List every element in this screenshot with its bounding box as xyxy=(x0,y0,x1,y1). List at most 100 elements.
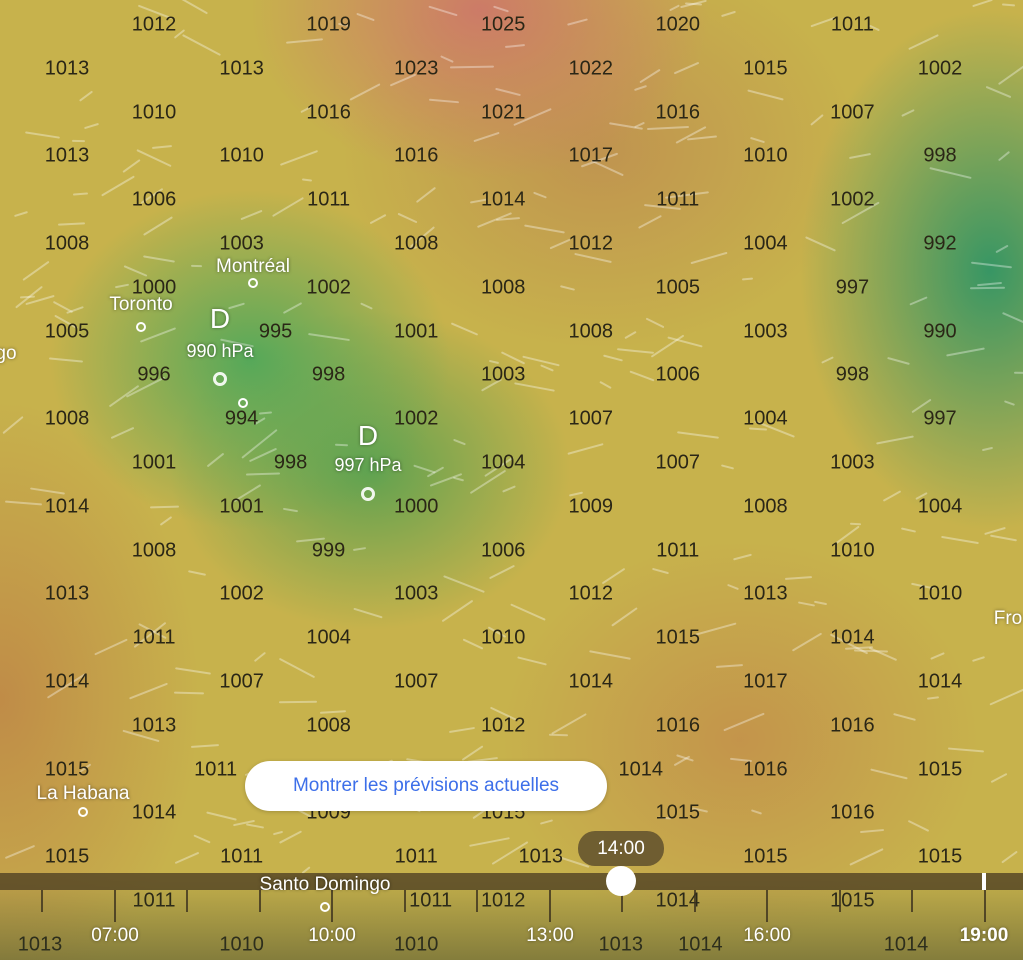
pressure-value: 1023 xyxy=(393,57,439,80)
timeline-slider-handle[interactable] xyxy=(606,866,636,896)
timeline-tick xyxy=(186,890,188,912)
pressure-value: 1015 xyxy=(917,845,963,868)
city-label-santo-domingo: Santo Domingo xyxy=(259,874,391,895)
pressure-value: 1019 xyxy=(306,13,351,36)
timeline-tick xyxy=(911,890,913,912)
pressure-value: 1003 xyxy=(393,582,439,605)
pressure-value: 1008 xyxy=(480,276,526,299)
timeline-tick xyxy=(41,890,43,912)
pressure-value: 994 xyxy=(224,407,259,430)
selected-time-tooltip: 14:00 xyxy=(578,831,664,866)
pressure-value: 1012 xyxy=(131,13,177,36)
pressure-value: 1002 xyxy=(219,582,264,605)
pressure-value: 1016 xyxy=(830,714,875,737)
timeline-tick xyxy=(113,890,116,922)
pressure-value: 1013 xyxy=(44,582,90,605)
timeline-label[interactable]: 16:00 xyxy=(743,925,791,946)
pressure-value: 1010 xyxy=(219,144,264,167)
timeline-tick xyxy=(838,890,841,912)
city-label-partial-right: Fro xyxy=(993,608,1023,629)
pressure-value: 1010 xyxy=(480,626,526,649)
pressure-value: 1000 xyxy=(131,276,177,299)
pressure-value: 1003 xyxy=(743,320,788,343)
wind-streak xyxy=(548,733,568,737)
pressure-value: 1020 xyxy=(655,13,701,36)
low-pressure-center[interactable] xyxy=(361,487,375,501)
pressure-value: 997 xyxy=(835,276,870,299)
pressure-value: 992 xyxy=(923,232,957,255)
pressure-value: 1002 xyxy=(306,276,351,299)
wind-streak xyxy=(1014,371,1023,374)
wind-streak xyxy=(150,505,179,509)
pressure-value: 1003 xyxy=(480,363,526,386)
wind-streak xyxy=(335,443,349,447)
pressure-value: 1011 xyxy=(656,188,700,211)
timeline-tick xyxy=(621,890,623,912)
timeline-track[interactable] xyxy=(0,873,1023,890)
pressure-value: 998 xyxy=(835,363,870,386)
timeline-tick xyxy=(548,890,551,922)
pressure-value: 1022 xyxy=(568,57,614,80)
pressure-value: 996 xyxy=(137,363,171,386)
pressure-value: 1008 xyxy=(743,495,788,518)
pressure-value: 1012 xyxy=(568,582,614,605)
pressure-value: 1003 xyxy=(219,232,264,255)
city-label-la-habana: La Habana xyxy=(36,783,130,804)
current-time-marker xyxy=(982,873,986,890)
pressure-value: 1014 xyxy=(678,933,723,956)
timeline-label[interactable]: 13:00 xyxy=(526,925,574,946)
pressure-value: 1004 xyxy=(743,407,788,430)
pressure-value: 1016 xyxy=(393,144,439,167)
pressure-value: 1006 xyxy=(655,363,701,386)
pressure-value: 1006 xyxy=(131,188,177,211)
pressure-value: 1014 xyxy=(917,670,963,693)
pressure-value: 1010 xyxy=(219,933,264,956)
pressure-value: 1007 xyxy=(568,407,614,430)
pressure-value: 1011 xyxy=(220,845,264,868)
pressure-value: 1010 xyxy=(917,582,963,605)
city-dot xyxy=(238,398,248,408)
pressure-value: 1004 xyxy=(480,451,526,474)
timeline-label[interactable]: 07:00 xyxy=(91,925,139,946)
city-label-chicago: go xyxy=(0,343,17,364)
pressure-value: 1013 xyxy=(18,933,63,956)
pressure-value: 1017 xyxy=(568,144,614,167)
low-pressure-value: 990 hPa xyxy=(186,341,254,361)
pressure-value: 1004 xyxy=(743,232,788,255)
pressure-value: 1014 xyxy=(884,933,929,956)
pressure-value: 1003 xyxy=(830,451,875,474)
low-pressure-center[interactable] xyxy=(213,372,227,386)
timeline-tick xyxy=(476,890,478,912)
show-current-forecast-button[interactable]: Montrer les prévisions actuelles xyxy=(245,761,607,811)
pressure-value: 1014 xyxy=(568,670,614,693)
pressure-value: 1015 xyxy=(917,758,963,781)
pressure-value: 1011 xyxy=(194,758,238,781)
pressure-value: 1015 xyxy=(44,845,90,868)
pressure-value: 1007 xyxy=(830,101,875,124)
pressure-value: 1012 xyxy=(568,232,614,255)
pressure-value: 1014 xyxy=(618,758,664,781)
timeline-label[interactable]: 10:00 xyxy=(308,925,356,946)
pressure-value: 997 xyxy=(923,407,957,430)
pressure-value: 1016 xyxy=(306,101,351,124)
pressure-value: 1004 xyxy=(917,495,963,518)
city-label-montreal: Montréal xyxy=(216,256,290,277)
wind-streak xyxy=(190,264,202,267)
low-pressure-symbol: D xyxy=(209,303,231,334)
pressure-value: 998 xyxy=(273,451,308,474)
low-pressure-symbol: D xyxy=(357,420,379,451)
pressure-value: 1015 xyxy=(655,626,701,649)
pressure-value: 1012 xyxy=(480,714,526,737)
wind-streak xyxy=(450,65,495,69)
pressure-value: 1001 xyxy=(219,495,264,518)
wind-streak xyxy=(849,522,861,525)
pressure-value: 1015 xyxy=(655,801,701,824)
pressure-value: 990 xyxy=(923,320,957,343)
timeline-label-current[interactable]: 19:00 xyxy=(959,925,1009,946)
timeline-tick xyxy=(403,890,406,912)
wind-streak xyxy=(970,286,1005,289)
pressure-value: 1017 xyxy=(743,670,788,693)
timeline-tick xyxy=(693,890,696,912)
pressure-value: 1002 xyxy=(917,57,963,80)
